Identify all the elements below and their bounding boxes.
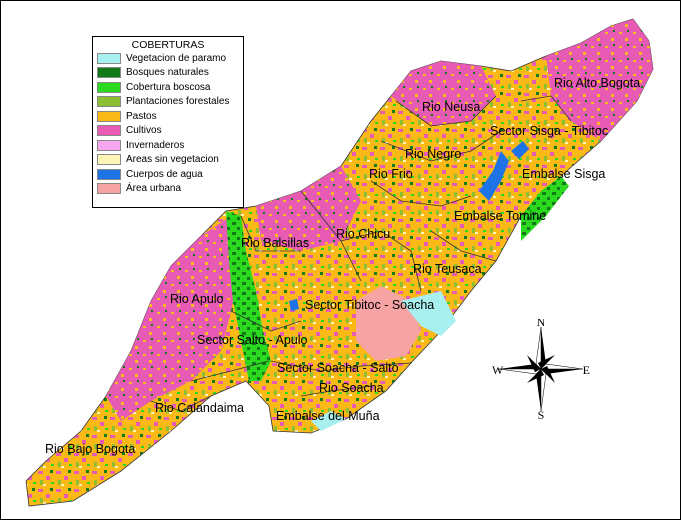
legend-item-label: Invernaderos [126, 139, 185, 151]
legend-swatch [97, 110, 121, 122]
legend-item-label: Pastos [126, 110, 157, 122]
legend-swatch [97, 52, 121, 64]
label-rio-soacha: Rio Soacha [319, 381, 384, 395]
legend-swatch [97, 139, 121, 151]
label-sector-soacha-salto: Sector Soacha - Salto [277, 361, 399, 375]
legend-item: Bosques naturales [97, 66, 243, 81]
legend-swatch [97, 67, 121, 79]
legend-swatch [97, 125, 121, 137]
label-sector-salto-apulo: Sector Salto - Apulo [197, 333, 308, 347]
paramo-area-south [311, 411, 346, 431]
compass-w: W [492, 363, 504, 377]
legend-item-label: Vegetacion de paramo [126, 52, 227, 64]
legend-title: COBERTURAS [131, 39, 205, 51]
cultivos-zone-north [391, 61, 496, 126]
compass-s: S [538, 408, 545, 419]
compass-e: E [583, 363, 590, 377]
label-rio-frio: Rio Frio [369, 167, 413, 181]
compass-n: N [537, 319, 546, 329]
legend-item: Areas sin vegetacion [97, 153, 243, 168]
forest-corridor [226, 211, 271, 381]
legend-swatch [97, 96, 121, 108]
label-sector-tibitoc-soacha: Sector Tibitoc - Soacha [305, 298, 434, 312]
legend-item-label: Bosques naturales [126, 67, 209, 79]
label-embalse-tomine: Embalse Tomine [454, 209, 546, 223]
legend-item-label: Areas sin vegetacion [126, 154, 219, 166]
label-rio-neusa: Rio Neusa [422, 100, 480, 114]
embalse-tomine-water [479, 151, 509, 201]
label-rio-teusaca: Rio Teusaca [413, 262, 482, 276]
legend-item: Pastos [97, 109, 243, 124]
legend-item: Plantaciones forestales [97, 95, 243, 110]
label-rio-calandaima: Rio Calandaima [155, 401, 244, 415]
legend: COBERTURAS Vegetacion de paramo Bosques n… [92, 36, 244, 208]
cultivos-zone-west [106, 216, 241, 421]
legend-item-label: Plantaciones forestales [126, 96, 230, 108]
label-embalse-del-muna: Embalse del Muña [276, 409, 380, 423]
label-rio-negro: Rio Negro [405, 147, 461, 161]
compass-rose-icon: N S E W [492, 319, 590, 419]
subbasin-boundaries [150, 95, 572, 412]
legend-items: Vegetacion de paramo Bosques naturales Cob… [93, 51, 243, 196]
legend-item: Cobertura boscosa [97, 80, 243, 95]
legend-item: Invernaderos [97, 138, 243, 153]
label-rio-bajo-bogota: Rio Bajo Bogota [45, 442, 135, 456]
legend-item: Vegetacion de paramo [97, 51, 243, 66]
forest-corridor-east [521, 176, 569, 241]
legend-swatch [97, 183, 121, 195]
cultivos-zone-east [546, 19, 653, 141]
legend-item-label: Cultivos [126, 125, 162, 137]
legend-item: Cuerpos de agua [97, 167, 243, 182]
label-rio-chicu: Rio Chicu [336, 227, 390, 241]
legend-swatch [97, 168, 121, 180]
paramo-area [401, 291, 456, 336]
label-embalse-sisga: Embalse Sisga [522, 167, 605, 181]
legend-swatch [97, 81, 121, 93]
legend-item: Área urbana [97, 182, 243, 197]
label-rio-apulo: Rio Apulo [170, 292, 224, 306]
legend-item-label: Cuerpos de agua [126, 168, 203, 180]
label-rio-balsillas: Rio Balsillas [241, 236, 309, 250]
label-sector-sisga-tibitoc: Sector Sisga - Tibitoc [490, 124, 608, 138]
legend-swatch [97, 154, 121, 166]
legend-item-label: Área urbana [126, 183, 182, 195]
embalse-muna-water [289, 299, 299, 311]
embalse-sisga-water [511, 141, 529, 159]
legend-item-label: Cobertura boscosa [126, 81, 211, 93]
legend-item: Cultivos [97, 124, 243, 139]
cultivos-zone-central [256, 166, 361, 251]
label-rio-alto-bogota: Rio Alto Bogota [554, 76, 640, 90]
